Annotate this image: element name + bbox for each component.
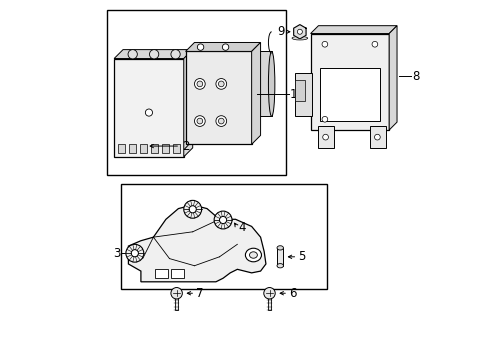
Circle shape [171,288,182,299]
Bar [121,184,326,289]
Text: 4: 4 [238,221,245,234]
Circle shape [374,134,380,140]
Ellipse shape [249,252,257,258]
Text: 7: 7 [196,287,203,300]
Bar [310,33,388,130]
Bar [294,80,305,102]
Circle shape [218,81,224,87]
Bar [118,144,124,153]
Bar [128,144,136,153]
Bar [319,68,380,121]
Circle shape [189,206,196,213]
Circle shape [194,116,205,126]
Polygon shape [310,26,396,33]
Ellipse shape [276,264,283,268]
Circle shape [218,118,224,124]
Bar [162,144,169,153]
Circle shape [197,44,203,50]
Circle shape [125,244,143,262]
Circle shape [197,118,203,124]
Polygon shape [293,24,305,39]
Text: 8: 8 [411,70,419,83]
Bar [151,144,158,153]
Text: 9: 9 [276,25,284,38]
Text: 6: 6 [288,287,296,300]
Polygon shape [183,50,192,157]
Circle shape [297,29,302,34]
Ellipse shape [291,36,307,40]
Circle shape [194,78,205,89]
Text: 3: 3 [113,247,120,260]
Circle shape [216,78,226,89]
Circle shape [263,288,275,299]
Circle shape [216,116,226,126]
Circle shape [214,211,231,229]
Bar [114,59,183,157]
Bar [267,293,270,310]
Polygon shape [114,50,192,59]
Polygon shape [185,42,260,51]
Bar [155,269,167,278]
Ellipse shape [276,246,283,250]
Bar [294,73,312,116]
Bar [175,293,178,310]
Circle shape [322,41,327,47]
Polygon shape [251,42,260,144]
Circle shape [219,216,226,224]
Bar [140,144,147,153]
Circle shape [131,249,138,257]
Ellipse shape [245,248,261,262]
Circle shape [322,134,328,140]
Bar [185,51,251,144]
Circle shape [222,44,228,50]
Circle shape [149,50,159,59]
Text: 1: 1 [289,88,297,101]
Bar [317,126,333,148]
Text: 5: 5 [298,250,305,263]
Bar [247,51,271,116]
Bar [276,248,283,266]
Bar [171,269,183,278]
Bar [369,126,385,148]
Polygon shape [128,205,265,282]
Circle shape [197,81,203,87]
Circle shape [171,50,180,59]
Circle shape [145,109,152,116]
Polygon shape [388,26,396,130]
Bar [173,144,180,153]
Circle shape [371,41,377,47]
Circle shape [322,116,327,122]
Ellipse shape [268,51,274,116]
Circle shape [183,201,201,218]
Circle shape [128,50,137,59]
Text: 2: 2 [182,140,189,153]
Bar [107,10,285,175]
